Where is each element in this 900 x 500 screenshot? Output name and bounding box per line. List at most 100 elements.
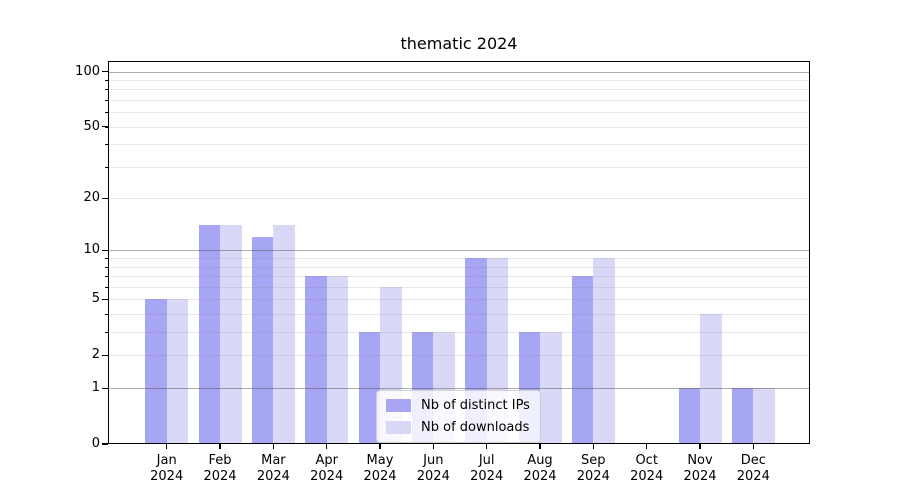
legend-item: Nb of distinct IPs (386, 398, 530, 413)
legend-item: Nb of downloads (386, 420, 530, 435)
minor-gridline (108, 266, 810, 268)
y-minor-tick-mark (104, 332, 108, 334)
y-tick-label: 5 (91, 291, 100, 307)
bar-distinct-ips (678, 388, 700, 444)
x-tick-label: Jan 2024 (139, 453, 195, 484)
bar-downloads (273, 225, 295, 444)
y-minor-tick-mark (104, 355, 108, 357)
minor-gridline (108, 299, 810, 301)
y-tick-mark (102, 443, 108, 445)
x-tick-year: 2024 (470, 468, 504, 484)
minor-gridline (108, 355, 810, 357)
x-tick-mark (752, 444, 754, 449)
x-tick-month: Jun (423, 453, 444, 468)
bar-downloads (166, 299, 189, 444)
x-tick-label: Aug 2024 (512, 453, 568, 484)
minor-gridline (108, 79, 810, 81)
x-tick-month: Dec (740, 453, 766, 468)
bar-downloads (753, 388, 775, 444)
x-tick-label: Dec 2024 (725, 453, 781, 484)
bar-downloads (326, 276, 349, 444)
y-tick-label: 50 (83, 118, 100, 134)
y-minor-tick-mark (104, 144, 108, 146)
legend-label: Nb of distinct IPs (421, 398, 530, 413)
x-tick-month: Aug (527, 453, 553, 468)
x-tick-mark (592, 444, 594, 449)
major-gridline (108, 71, 810, 73)
x-tick-mark (166, 444, 168, 449)
y-tick-mark (102, 387, 108, 389)
x-tick-mark (379, 444, 381, 449)
y-tick-label: 1 (91, 380, 100, 396)
minor-gridline (108, 314, 810, 316)
minor-gridline (108, 332, 810, 334)
grid-layer (108, 61, 810, 444)
y-minor-tick-mark (104, 314, 108, 316)
bar-distinct-ips (305, 276, 327, 444)
y-minor-tick-mark (104, 299, 108, 301)
x-tick-month: Feb (208, 453, 232, 468)
y-tick-mark (102, 70, 108, 73)
bar-distinct-ips (145, 299, 167, 444)
x-tick-label: Sep 2024 (565, 453, 621, 484)
minor-gridline (108, 112, 810, 114)
x-tick-year: 2024 (150, 468, 184, 484)
x-tick-year: 2024 (683, 468, 717, 484)
y-tick-label: 100 (75, 63, 100, 79)
x-tick-mark (486, 444, 488, 449)
bar-downloads (593, 258, 615, 444)
y-minor-tick-mark (104, 286, 108, 288)
minor-gridline (108, 89, 810, 91)
bar-downloads (540, 332, 562, 444)
minor-gridline (108, 144, 810, 146)
x-tick-label: Jul 2024 (459, 453, 515, 484)
x-tick-label: Apr 2024 (299, 453, 355, 484)
y-tick-label: 20 (83, 190, 100, 206)
legend-swatch (386, 421, 411, 434)
bar-distinct-ips (198, 225, 220, 444)
y-minor-tick-mark (104, 126, 108, 128)
y-tick-mark (102, 197, 108, 199)
bar-downloads (220, 225, 242, 444)
x-tick-label: Jun 2024 (405, 453, 461, 484)
minor-gridline (108, 99, 810, 101)
y-tick-label: 2 (91, 347, 100, 363)
chart-title: thematic 2024 (400, 34, 518, 53)
x-tick-month: Jan (156, 453, 177, 468)
x-tick-label: Nov 2024 (672, 453, 728, 484)
minor-gridline (108, 166, 810, 168)
x-tick-month: Jul (478, 453, 495, 468)
x-tick-year: 2024 (576, 468, 610, 484)
x-tick-month: May (366, 453, 394, 468)
x-tick-month: Apr (315, 453, 338, 468)
x-tick-label: May 2024 (352, 453, 408, 484)
y-tick-label: 0 (91, 436, 100, 451)
y-minor-tick-mark (104, 276, 108, 278)
x-tick-mark (326, 444, 328, 449)
legend: Nb of distinct IPs Nb of downloads (376, 390, 541, 443)
x-tick-mark (539, 444, 541, 449)
minor-gridline (108, 276, 810, 278)
y-minor-tick-mark (104, 258, 108, 260)
y-minor-tick-mark (104, 99, 108, 101)
x-tick-month: Oct (635, 453, 658, 468)
x-tick-month: Sep (581, 453, 606, 468)
y-minor-tick-mark (104, 266, 108, 268)
x-tick-year: 2024 (736, 468, 770, 484)
bar-distinct-ips (251, 237, 274, 444)
major-gridline (108, 388, 810, 390)
minor-gridline (108, 286, 810, 288)
x-tick-mark (432, 444, 434, 449)
minor-gridline (108, 198, 810, 200)
bar-distinct-ips (358, 332, 380, 444)
x-tick-year: 2024 (203, 468, 237, 484)
x-tick-year: 2024 (256, 468, 290, 484)
x-tick-month: Mar (261, 453, 286, 468)
legend-swatch (386, 399, 411, 412)
x-tick-year: 2024 (310, 468, 344, 484)
x-tick-year: 2024 (523, 468, 557, 484)
x-tick-mark (699, 444, 701, 449)
y-minor-tick-mark (104, 198, 108, 200)
x-tick-year: 2024 (363, 468, 397, 484)
